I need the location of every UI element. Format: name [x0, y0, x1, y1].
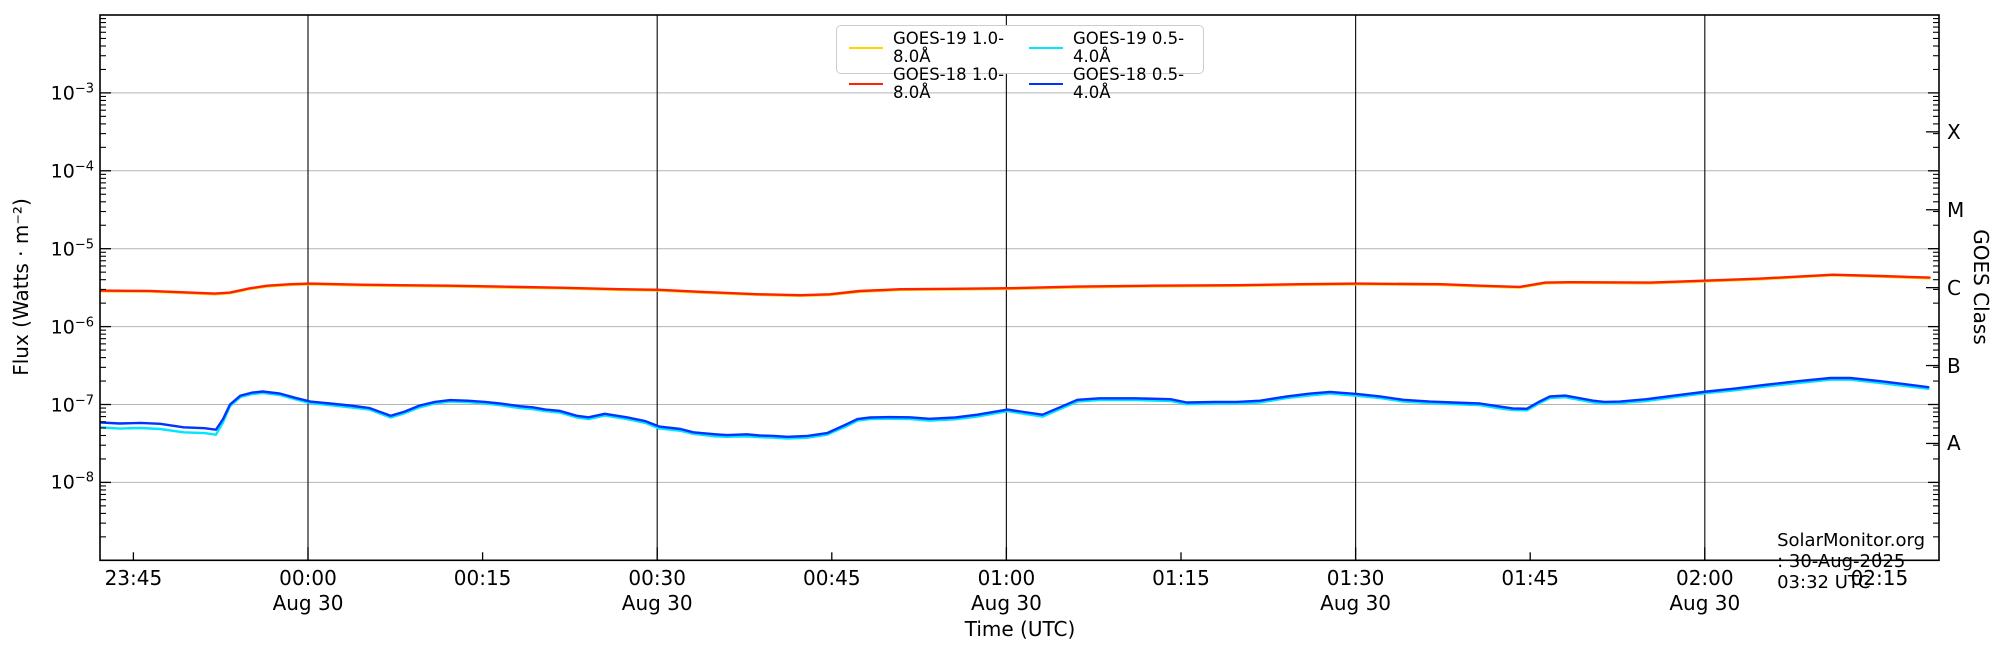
y-axis-title: Flux (Watts · m⁻²) — [9, 198, 33, 376]
y-tick-label: 10−8 — [50, 470, 94, 495]
x-tick-label: 01:15 — [1152, 566, 1210, 590]
series-line-goes-19-0-5-4-0- — [100, 378, 1930, 440]
goes-class-label-c: C — [1947, 275, 1961, 300]
legend-line-swatch-goes19-short — [1029, 46, 1063, 50]
legend-entry: GOES-19 0.5-4.0Å — [1029, 30, 1193, 66]
goes-class-label-m: M — [1947, 197, 1965, 222]
x-tick-label: 00:45 — [802, 566, 861, 590]
x-axis-title: Time (UTC) — [964, 617, 1076, 641]
x-tick-label: 01:45 — [1501, 566, 1560, 590]
y-tick-label: 10−6 — [50, 314, 94, 339]
series-line-goes-18-1-0-8-0- — [100, 273, 1931, 297]
y-tick-label: 10−4 — [50, 159, 94, 183]
legend: GOES-19 1.0-8.0Å GOES-18 1.0-8.0Å GOES-1… — [836, 25, 1204, 102]
x-date-label: Aug 30 — [970, 591, 1042, 615]
right-axis-title: GOES Class — [1969, 229, 1993, 345]
series-line-goes-18-0-5-4-0- — [100, 376, 1930, 438]
x-tick-label: 02:15 — [1850, 566, 1909, 590]
legend-entry: GOES-18 0.5-4.0Å — [1029, 66, 1193, 102]
x-tick-label: 00:00 — [279, 566, 337, 590]
x-tick-label: 02:00 — [1675, 566, 1734, 590]
y-tick-label: 10−3 — [50, 81, 94, 105]
legend-label: GOES-18 1.0-8.0Å — [893, 65, 1005, 102]
x-tick-label: 01:30 — [1326, 566, 1385, 590]
watermark: SolarMonitor.org : 30-Aug-2025 03:32 UTC — [1777, 530, 1925, 593]
y-tick-label: 10−7 — [50, 392, 94, 417]
legend-line-swatch-goes19-long — [849, 46, 883, 50]
goes-class-label-x: X — [1947, 119, 1961, 144]
legend-label: GOES-18 0.5-4.0Å — [1073, 65, 1185, 102]
legend-entry: GOES-19 1.0-8.0Å — [849, 30, 1013, 66]
x-date-label: Aug 30 — [272, 591, 344, 615]
legend-label: GOES-19 1.0-8.0Å — [893, 29, 1005, 66]
legend-label: GOES-19 0.5-4.0Å — [1073, 29, 1185, 66]
x-tick-label: 00:30 — [628, 566, 687, 590]
x-date-label: Aug 30 — [1320, 591, 1392, 615]
x-date-label: Aug 30 — [1669, 591, 1741, 615]
legend-entry: GOES-18 1.0-8.0Å — [849, 66, 1013, 102]
goes-class-label-b: B — [1947, 353, 1961, 378]
x-tick-label: 01:00 — [977, 566, 1036, 590]
x-tick-label: 00:15 — [453, 566, 512, 590]
goes-class-label-a: A — [1947, 431, 1961, 456]
x-date-label: Aug 30 — [621, 591, 693, 615]
y-tick-label: 10−5 — [50, 237, 94, 261]
x-tick-label: 23:45 — [104, 566, 163, 590]
legend-line-swatch-goes18-short — [1029, 82, 1063, 86]
legend-line-swatch-goes18-long — [849, 82, 883, 86]
